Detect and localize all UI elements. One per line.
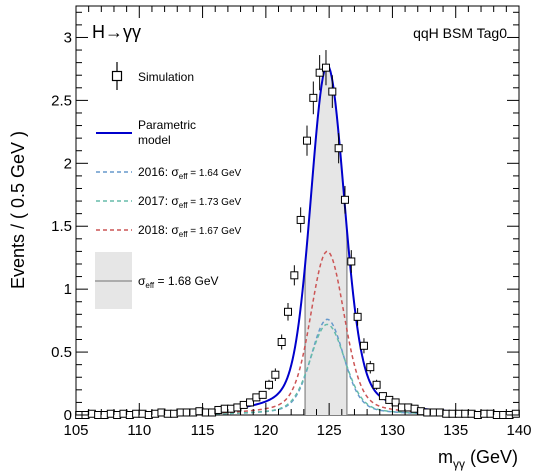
x-axis-label: mγγ (GeV) <box>438 447 518 471</box>
sim-point <box>511 409 520 418</box>
sim-marker <box>328 87 337 96</box>
sim-point <box>347 250 356 273</box>
sim-marker <box>359 341 368 350</box>
y-tick-label: 0 <box>64 407 72 424</box>
sim-point <box>353 308 362 326</box>
legend-2016-value: = 1.64 GeV <box>188 168 242 179</box>
sim-point <box>290 265 299 286</box>
band-fill <box>305 65 347 416</box>
x-tick-label: 140 <box>506 422 531 439</box>
sim-point <box>391 398 400 407</box>
legend-model-label-1: Parametric <box>138 118 196 132</box>
simulation-points <box>75 50 520 419</box>
sim-marker <box>347 257 356 266</box>
sim-point <box>448 409 457 418</box>
plot-frame <box>75 5 520 416</box>
sim-marker <box>511 409 520 418</box>
legend-2018-sub: eff <box>179 230 189 239</box>
sim-point <box>284 302 293 321</box>
sim-marker <box>372 380 381 389</box>
legend-band-sub: eff <box>145 281 155 290</box>
legend-2018-value: = 1.67 GeV <box>188 226 242 237</box>
x-tick-label: 130 <box>380 422 405 439</box>
x-tick-label: 125 <box>317 422 342 439</box>
legend-2016-sub: eff <box>179 172 189 181</box>
sim-marker <box>334 144 343 153</box>
sim-marker <box>246 398 255 407</box>
sim-point <box>277 334 286 350</box>
axis-ticks: 105 110 115 120 125 130 135 140 0 0.5 1 1.5 2 2.5 3 <box>51 6 532 439</box>
sim-marker <box>296 215 305 224</box>
sim-point <box>334 133 343 164</box>
x-tick-label: 110 <box>127 422 151 439</box>
sim-point <box>366 360 375 374</box>
y-tick-label: 2 <box>64 155 72 172</box>
y-tick-label: 0.5 <box>51 344 72 361</box>
sim-point <box>328 75 337 108</box>
x-tick-label: 115 <box>191 422 215 439</box>
legend-2017-sub: eff <box>179 201 189 210</box>
y-tick-label: 1 <box>64 281 72 298</box>
sim-marker <box>340 195 349 204</box>
y-tick-label: 2.5 <box>51 92 72 109</box>
sim-point <box>258 390 267 399</box>
sim-marker <box>290 271 299 280</box>
sim-point <box>309 81 318 115</box>
sim-marker <box>391 398 400 407</box>
sim-marker <box>302 136 311 145</box>
x-tick-label: 105 <box>63 422 88 439</box>
sim-point <box>265 379 274 390</box>
legend-model-label-2: model <box>138 133 171 147</box>
legend-2017-label: 2017: σeff = 1.73 GeV <box>138 194 242 210</box>
sim-marker <box>366 363 375 372</box>
legend-band-label: σeff = 1.68 GeV <box>138 274 219 290</box>
sim-marker <box>265 380 274 389</box>
sim-point <box>296 207 305 233</box>
sim-marker <box>284 307 293 316</box>
x-axis-label-sub: γγ <box>453 457 465 471</box>
legend-2017-prefix: 2017: σ <box>138 194 179 208</box>
category-label: qqH BSM Tag0 <box>413 25 507 41</box>
x-tick-label: 120 <box>253 422 278 439</box>
sim-marker <box>258 390 267 399</box>
sim-point <box>359 338 368 354</box>
x-axis-label-unit: (GeV) <box>465 447 518 467</box>
legend-2018-prefix: 2018: σ <box>138 223 179 237</box>
sim-marker <box>315 68 324 77</box>
sim-point <box>372 379 381 390</box>
sim-point <box>321 50 330 86</box>
y-axis-label: Events / ( 0.5 GeV ) <box>8 131 28 289</box>
y-tick-label: 1.5 <box>51 218 72 235</box>
sim-marker <box>321 63 330 72</box>
legend-sim-marker <box>111 70 123 82</box>
legend: Simulation Parametric model 2016: σeff =… <box>95 62 242 309</box>
legend-2017-value: = 1.73 GeV <box>188 197 242 208</box>
legend-band-value: = 1.68 GeV <box>154 274 218 288</box>
sim-point <box>302 125 311 156</box>
sim-marker <box>271 370 280 379</box>
sigma-eff-band <box>304 65 348 416</box>
legend-2016-prefix: 2016: σ <box>138 165 179 179</box>
x-axis-label-m: m <box>438 447 453 467</box>
sim-point <box>315 55 324 91</box>
sim-marker <box>277 338 286 347</box>
legend-2018-label: 2018: σeff = 1.67 GeV <box>138 223 242 239</box>
legend-2016-label: 2016: σeff = 1.64 GeV <box>138 165 242 181</box>
x-tick-label: 135 <box>443 422 468 439</box>
sim-point <box>271 368 280 382</box>
sim-point <box>340 185 349 214</box>
sim-marker <box>353 312 362 321</box>
process-label: H→γγ <box>92 22 141 42</box>
legend-band-prefix: σ <box>138 274 146 288</box>
sim-point <box>246 398 255 407</box>
sim-marker <box>309 93 318 102</box>
y-tick-label: 3 <box>64 29 72 46</box>
legend-sim-label: Simulation <box>138 70 194 84</box>
